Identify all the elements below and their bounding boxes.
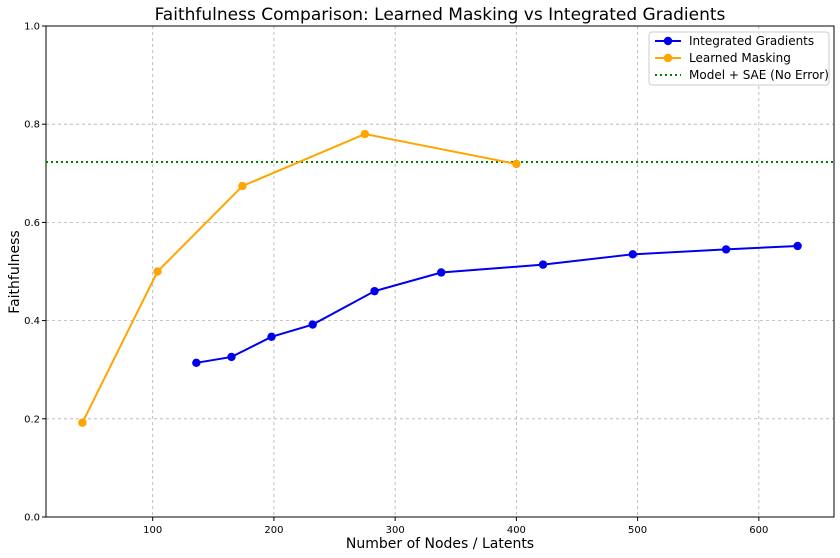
series-line (196, 244, 798, 364)
data-point (192, 358, 201, 368)
data-point (267, 332, 276, 342)
data-point (437, 268, 446, 277)
x-tick-label: 100 (143, 525, 162, 536)
y-tick-label: 0.8 (24, 120, 40, 131)
x-axis-label: Number of Nodes / Latents (346, 536, 534, 552)
y-tick-label: 0.0 (24, 513, 40, 524)
plot-area (45, 25, 835, 518)
data-point (78, 418, 87, 427)
data-point (628, 250, 637, 259)
data-point (360, 129, 370, 139)
y-tick-label: 0.4 (24, 316, 40, 327)
y-tick-label: 1.0 (24, 22, 40, 33)
data-point (238, 181, 247, 191)
x-tick-label: 200 (264, 525, 283, 536)
y-tick-label: 0.2 (24, 414, 40, 425)
data-point (370, 286, 379, 296)
data-point (538, 260, 548, 269)
x-tick-label: 500 (628, 525, 647, 536)
x-tick-label: 600 (749, 525, 768, 536)
data-point (721, 245, 731, 254)
legend-label: Learned Masking (689, 51, 791, 65)
legend: Integrated Gradients Learned Masking Model… (648, 31, 830, 86)
legend-swatch-marker (663, 36, 673, 46)
axis-ticks: 100 200 300 400 500 600 0.0 0.2 0.4 0.6 0.8 1.0 (24, 22, 768, 537)
data-point (512, 159, 521, 169)
legend-label: Model + SAE (No Error) (689, 68, 829, 82)
chart-title: Faithfulness Comparison: Learned Masking… (155, 5, 726, 25)
data-point (227, 352, 236, 362)
y-tick-label: 0.6 (24, 218, 40, 229)
x-tick-label: 400 (507, 525, 526, 536)
data-point (793, 241, 802, 251)
y-axis-label: Faithfulness (7, 230, 23, 313)
data-point (308, 320, 317, 329)
grid (46, 26, 834, 517)
x-tick-label: 300 (386, 525, 405, 536)
legend-box (648, 31, 830, 86)
legend-swatch-marker (663, 53, 673, 63)
legend-label: Integrated Gradients (689, 34, 814, 48)
series-line (81, 132, 517, 424)
series-group (78, 129, 802, 427)
data-point (153, 267, 162, 276)
